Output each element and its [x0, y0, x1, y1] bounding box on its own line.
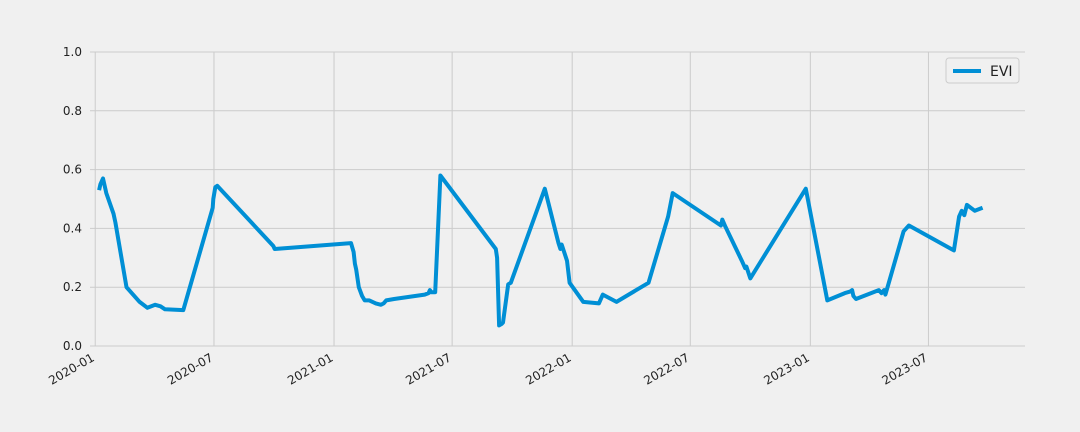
legend: EVI	[946, 58, 1019, 83]
y-tick-label: 0.8	[63, 104, 82, 118]
y-tick-label: 1.0	[63, 45, 82, 59]
y-tick-label: 0.0	[63, 339, 82, 353]
y-tick-label: 0.2	[63, 280, 82, 294]
y-tick-label: 0.4	[63, 221, 82, 235]
legend-label-evi: EVI	[990, 64, 1013, 80]
y-tick-label: 0.6	[63, 163, 82, 177]
